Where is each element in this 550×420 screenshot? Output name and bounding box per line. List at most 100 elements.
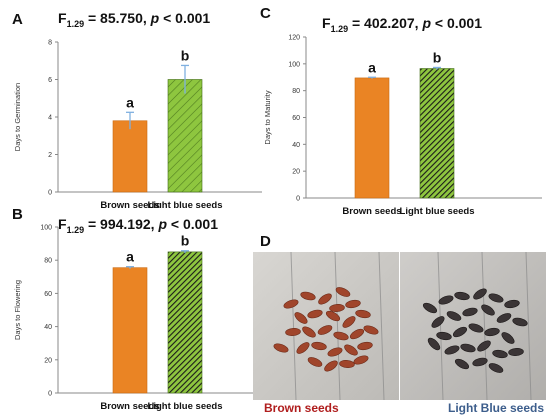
brown-photo-seed bbox=[357, 341, 373, 351]
brown-photo-seed bbox=[355, 309, 371, 319]
blue-photo-seed bbox=[496, 313, 512, 323]
sig-letter-b-0: a bbox=[126, 249, 134, 265]
bar-b-brown bbox=[112, 267, 148, 394]
category-label-c-1: Light blue seeds bbox=[400, 206, 475, 217]
blue-photo-seed bbox=[462, 307, 478, 317]
chart-panel-a: A F1.29 = 85.750, p < 0.001 0 2 4 6 8 Days to G… bbox=[12, 10, 262, 208]
blue-photo-seed bbox=[454, 358, 470, 370]
brown-photo-seed bbox=[344, 344, 358, 356]
y-tick-label-b: 60 bbox=[44, 291, 52, 298]
blue-photo-seed bbox=[504, 299, 520, 309]
brown-photo-seed bbox=[273, 343, 289, 353]
y-tick-label-c: 0 bbox=[296, 196, 300, 203]
sig-letter-a-1: b bbox=[181, 47, 190, 63]
y-tick-label-a: 6 bbox=[48, 77, 52, 84]
bar-a-brown bbox=[112, 120, 148, 193]
y-tick-label-a: 8 bbox=[48, 40, 52, 47]
blue-photo-seed bbox=[488, 293, 504, 303]
panel-letter-c: C bbox=[260, 5, 271, 22]
brown-photo-grid-line bbox=[378, 252, 385, 400]
blue-photo-seed bbox=[472, 357, 488, 367]
y-tick-label-c: 120 bbox=[288, 35, 300, 42]
bar-c-light-blue bbox=[419, 68, 455, 199]
category-label-c-0: Brown seeds bbox=[342, 206, 401, 217]
y-tick-label-a: 4 bbox=[48, 115, 52, 122]
panel-letter-b: B bbox=[12, 206, 23, 223]
stat-header-a: F1.29 = 85.750, p < 0.001 bbox=[58, 10, 210, 29]
brown-photo-seed bbox=[318, 293, 332, 305]
brown-photo-seed bbox=[317, 325, 333, 335]
stat-header-c: F1.29 = 402.207, p < 0.001 bbox=[322, 15, 482, 34]
blue-photo-seed bbox=[427, 337, 441, 351]
sig-letter-c-0: a bbox=[368, 59, 376, 75]
brown-photo-seed bbox=[327, 347, 343, 357]
blue-photo-grid-line bbox=[481, 252, 488, 400]
brown-photo-seed bbox=[363, 325, 379, 335]
sig-letter-a-0: a bbox=[126, 94, 134, 110]
category-label-b-0: Brown seeds bbox=[100, 401, 159, 412]
panel-letter-a: A bbox=[12, 11, 23, 28]
blue-photo-seed bbox=[468, 323, 484, 333]
brown-photo-seed bbox=[339, 360, 355, 368]
brown-photo-grid-line bbox=[290, 252, 297, 400]
brown-photo-seed bbox=[307, 309, 323, 319]
category-label-a-1: Light blue seeds bbox=[148, 200, 223, 208]
brown-photo-seed bbox=[324, 360, 338, 372]
bar-b-light-blue bbox=[167, 251, 203, 394]
blue-photo-seed bbox=[436, 331, 452, 341]
blue-photo-seed bbox=[473, 288, 487, 300]
blue-photo-seed bbox=[492, 349, 508, 359]
brown-photo-seed bbox=[345, 299, 361, 309]
stat-header-b: F1.29 = 994.192, p < 0.001 bbox=[58, 216, 218, 235]
sig-letter-b-1: b bbox=[181, 233, 190, 249]
brown-photo-grid-line bbox=[334, 252, 341, 400]
sig-letter-c-1: b bbox=[433, 49, 442, 65]
chart-panel-c: C F1.29 = 402.207, p < 0.001 0 20 40 60 80 100 1… bbox=[260, 5, 542, 217]
brown-photo-seed bbox=[353, 355, 369, 365]
brown-photo-seed bbox=[333, 331, 349, 341]
brown-photo-seed bbox=[307, 357, 323, 367]
brown-photo-seed bbox=[349, 328, 365, 340]
y-tick-label-a: 0 bbox=[48, 190, 52, 197]
blue-photo-seed bbox=[446, 311, 462, 321]
y-axis-label-b: Days to Flowering bbox=[13, 280, 22, 340]
panel-d-header: D bbox=[260, 233, 271, 250]
y-tick-label-c: 60 bbox=[292, 115, 300, 122]
brown-seeds-photo bbox=[253, 252, 399, 400]
panel-d-letter: D bbox=[260, 233, 271, 250]
light-blue-seeds-photo bbox=[400, 252, 546, 400]
y-tick-label-c: 100 bbox=[288, 61, 300, 68]
blue-photo-seed bbox=[488, 363, 504, 373]
blue-photo-grid-line bbox=[525, 252, 532, 400]
blue-photo-seed bbox=[438, 295, 454, 305]
y-tick-label-c: 40 bbox=[292, 142, 300, 149]
blue-photo-seed bbox=[460, 343, 476, 353]
y-tick-label-b: 20 bbox=[44, 357, 52, 364]
brown-seeds-label: Brown seeds bbox=[264, 401, 339, 415]
brown-photo-seed bbox=[325, 310, 341, 322]
brown-photo-seed bbox=[283, 299, 299, 309]
category-label-a-0: Brown seeds bbox=[100, 200, 159, 208]
brown-photo-seed bbox=[294, 312, 308, 324]
y-tick-label-b: 100 bbox=[40, 225, 52, 232]
y-tick-label-a: 2 bbox=[48, 152, 52, 159]
blue-photo-seed bbox=[508, 348, 524, 356]
blue-photo-seed bbox=[444, 345, 460, 355]
blue-photo-seed bbox=[431, 316, 445, 328]
chart-panel-b: B F1.29 = 994.192, p < 0.001 0 20 40 60 80 100 D… bbox=[12, 206, 262, 412]
brown-photo-seed bbox=[329, 304, 345, 312]
brown-photo-seed bbox=[300, 291, 316, 301]
y-tick-label-c: 80 bbox=[292, 88, 300, 95]
brown-photo-seed bbox=[335, 287, 351, 297]
y-tick-label-b: 0 bbox=[48, 391, 52, 398]
bar-c-brown bbox=[354, 77, 390, 199]
light-blue-seeds-label: Light Blue seeds bbox=[448, 401, 545, 415]
blue-photo-seed bbox=[422, 302, 438, 314]
brown-photo-seed bbox=[311, 341, 327, 351]
y-tick-label-b: 80 bbox=[44, 258, 52, 265]
brown-photo-seed bbox=[296, 342, 310, 354]
y-tick-label-c: 20 bbox=[292, 169, 300, 176]
bar-a-light-blue bbox=[167, 79, 203, 193]
brown-photo-seed bbox=[285, 328, 301, 336]
y-axis-label-c: Days to Maturity bbox=[263, 90, 272, 144]
